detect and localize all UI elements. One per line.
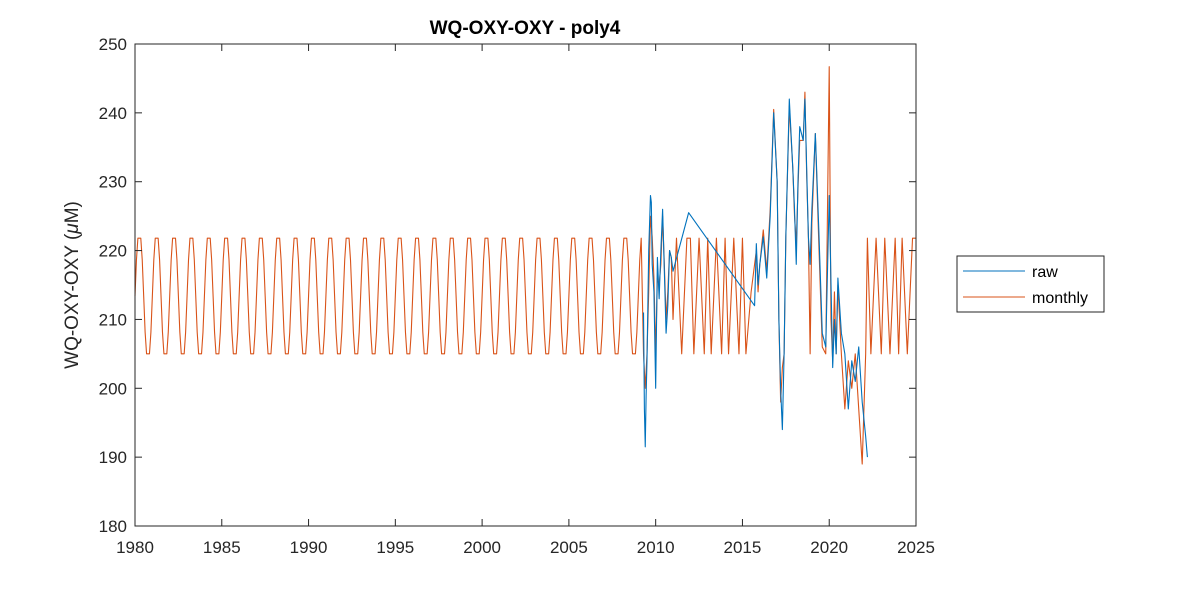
legend-box — [956, 255, 1105, 313]
series-line-monthly — [134, 66, 916, 465]
legend-label-raw: raw — [1032, 264, 1058, 281]
y-axis-label-text: WQ-OXY-OXY ( — [62, 233, 83, 369]
series-layer — [134, 66, 916, 465]
y-tick-label: 180 — [99, 517, 127, 536]
legend-label-monthly: monthly — [1032, 290, 1088, 307]
x-tick-label: 2020 — [810, 538, 848, 557]
series-line-raw — [642, 98, 868, 458]
y-tick-label: 250 — [99, 35, 127, 54]
x-tick-label: 1985 — [203, 538, 241, 557]
y-tick-label: 220 — [99, 242, 127, 261]
chart-title: WQ-OXY-OXY - poly4 — [430, 18, 621, 39]
tick-layer: 1980 1985 1990 1995 2000 2005 2010 2015 2020 2025… — [99, 35, 935, 557]
x-tick-label: 2000 — [463, 538, 501, 557]
y-tick-label: 210 — [99, 310, 127, 329]
x-tick-label: 1980 — [116, 538, 154, 557]
y-axis-label: WQ-OXY-OXY (μM) — [62, 201, 83, 369]
y-axis-label-unit: M) — [62, 201, 83, 223]
x-tick-label: 2015 — [724, 538, 762, 557]
x-tick-label: 1995 — [376, 538, 414, 557]
x-tick-label: 2005 — [550, 538, 588, 557]
y-tick-label: 230 — [99, 173, 127, 192]
y-tick-label: 190 — [99, 448, 127, 467]
x-tick-label: 2025 — [897, 538, 935, 557]
x-tick-label: 1990 — [290, 538, 328, 557]
y-tick-label: 200 — [99, 379, 127, 398]
x-tick-label: 2010 — [637, 538, 675, 557]
y-axis-label-greek: μ — [62, 223, 83, 235]
y-tick-label: 240 — [99, 104, 127, 123]
axes-box — [134, 43, 917, 527]
legend: raw monthly — [956, 255, 1105, 313]
